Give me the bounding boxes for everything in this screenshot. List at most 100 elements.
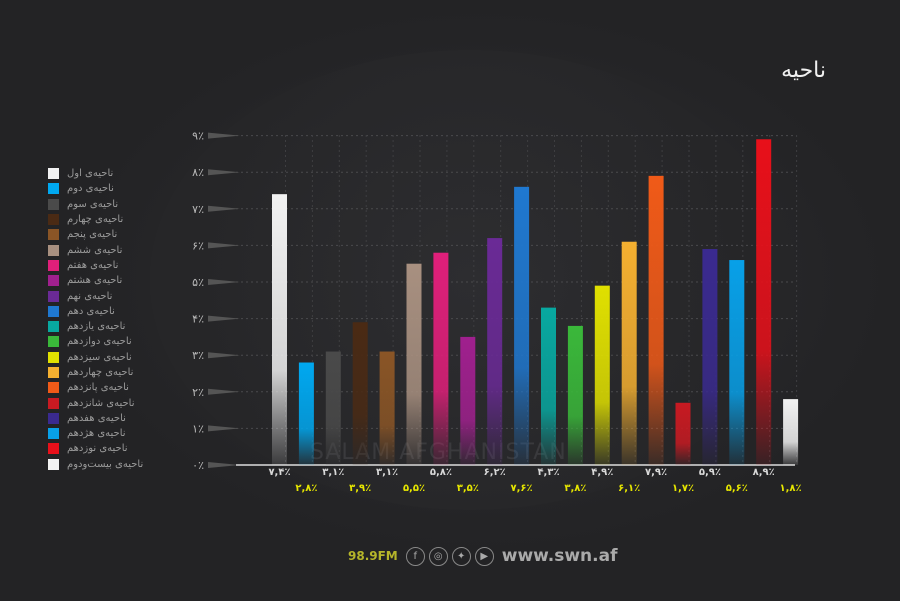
data-label: ۷,۹٪: [645, 467, 667, 478]
legend-swatch: [48, 458, 59, 470]
legend: ناحیه‌ی اول ناحیه‌ی دوم ناحیه‌ی سوم ناحیه‌ی…: [48, 166, 143, 472]
tick-arrow: [208, 425, 240, 432]
legend-swatch: [48, 397, 59, 409]
bar: [567, 325, 583, 465]
legend-label: ناحیه‌ی نهم: [67, 290, 113, 302]
legend-swatch: [48, 275, 59, 287]
bar: [541, 307, 556, 465]
bar: [406, 263, 422, 465]
legend-item: ناحیه‌ی شانزدهم: [48, 395, 143, 410]
y-tick-label: ۴٪: [192, 313, 204, 326]
legend-swatch: [48, 412, 59, 424]
legend-swatch: [48, 244, 59, 256]
legend-item: ناحیه‌ی یازدهم: [48, 319, 143, 334]
legend-item: ناحیه‌ی هفدهم: [48, 411, 143, 426]
data-label: ۵,۸٪: [430, 467, 452, 478]
y-tick-label: ۳٪: [192, 349, 204, 362]
bar: [514, 186, 530, 465]
bar: [648, 175, 664, 466]
legend-swatch: [48, 259, 59, 271]
legend-item: ناحیه‌ی چهارم: [48, 212, 143, 227]
data-label: ۷,۴٪: [268, 467, 290, 478]
legend-item: ناحیه‌ی دهم: [48, 304, 143, 319]
legend-label: ناحیه‌ی هفتم: [67, 259, 119, 271]
data-label: ۳,۱٪: [376, 467, 398, 478]
legend-swatch: [48, 214, 59, 226]
legend-swatch: [48, 321, 59, 333]
bar: [621, 241, 637, 465]
y-tick-label: ۰٪: [192, 459, 204, 472]
data-label: ۱,۷٪: [672, 483, 694, 494]
data-label: ۳,۵٪: [457, 483, 479, 494]
tick-arrow: [208, 242, 240, 249]
chart-title: ناحیه: [781, 58, 826, 83]
legend-swatch: [48, 229, 59, 241]
twitter-icon[interactable]: ✦: [451, 546, 471, 566]
legend-label: ناحیه‌ی پنجم: [67, 229, 118, 241]
legend-swatch: [48, 367, 59, 378]
website-url[interactable]: www.swn.af: [501, 546, 618, 566]
legend-item: ناحیه‌ی نوزدهم: [48, 441, 143, 456]
legend-swatch: [48, 168, 59, 180]
radio-frequency: 98.9FM: [348, 549, 398, 563]
data-label: ۴,۹٪: [591, 467, 613, 478]
y-tick-label: ۹٪: [192, 130, 204, 143]
legend-swatch: [48, 290, 59, 302]
legend-item: ناحیه‌ی سیزدهم: [48, 350, 143, 365]
legend-item: ناحیه‌ی هژدهم: [48, 426, 143, 441]
legend-item: ناحیه‌ی پنجم: [48, 227, 143, 242]
bar: [594, 285, 610, 465]
y-tick-label: ۲٪: [192, 386, 204, 399]
data-label: ۷,۶٪: [511, 483, 533, 494]
youtube-icon[interactable]: ▶: [474, 546, 494, 566]
tick-arrow: [208, 462, 240, 468]
legend-item: ناحیه‌ی سوم: [48, 197, 143, 212]
legend-item: ناحیه‌ی ششم: [48, 242, 143, 257]
legend-item: ناحیه‌ی پانزدهم: [48, 380, 143, 395]
legend-label: ناحیه‌ی چهارم: [67, 214, 124, 226]
data-label: ۸,۹٪: [753, 467, 775, 478]
legend-swatch: [48, 443, 59, 455]
legend-swatch: [48, 305, 59, 317]
data-label: ۶,۲٪: [484, 467, 506, 478]
tick-arrow: [208, 352, 240, 359]
bar: [702, 249, 718, 465]
instagram-icon[interactable]: ◎: [428, 546, 448, 566]
footer: 98.9FM f ◎ ✦ ▶ www.swn.af: [348, 546, 618, 566]
data-label: ۳,۱٪: [322, 467, 344, 478]
legend-label: ناحیه‌ی چهاردهم: [67, 367, 134, 378]
legend-label: ناحیه‌ی هژدهم: [67, 428, 126, 440]
legend-label: ناحیه‌ی پانزدهم: [67, 382, 129, 394]
legend-swatch: [48, 382, 59, 394]
legend-label: ناحیه‌ی دوازدهم: [67, 336, 132, 348]
y-tick-label: ۶٪: [192, 239, 204, 252]
data-label: ۴,۳٪: [537, 467, 559, 478]
legend-item: ناحیه‌ی چهاردهم: [48, 365, 143, 380]
bar: [433, 252, 449, 465]
legend-item: ناحیه‌ی هشتم: [48, 273, 143, 288]
legend-label: ناحیه‌ی ششم: [67, 244, 123, 256]
legend-swatch: [48, 183, 59, 195]
tick-arrow: [208, 279, 240, 285]
y-tick-label: ۵٪: [192, 276, 204, 289]
bar: [487, 238, 503, 465]
bar: [325, 351, 341, 465]
legend-item: ناحیه‌ی هفتم: [48, 258, 143, 273]
y-tick-label: ۷٪: [192, 203, 204, 216]
facebook-icon[interactable]: f: [405, 546, 425, 566]
bar: [352, 322, 368, 465]
tick-arrow: [208, 205, 240, 212]
legend-label: ناحیه‌ی سیزدهم: [67, 351, 132, 363]
bar: [298, 362, 314, 465]
bar: [379, 351, 395, 465]
y-tick-label: ۸٪: [192, 166, 204, 179]
bar: [675, 402, 691, 465]
data-label: ۵,۹٪: [699, 467, 721, 478]
data-label: ۱,۸٪: [780, 483, 802, 494]
tick-arrow: [208, 315, 240, 322]
data-label: ۶,۱٪: [618, 483, 640, 494]
legend-label: ناحیه‌ی اول: [67, 168, 114, 180]
bar: [783, 399, 799, 465]
tick-arrow: [208, 132, 240, 139]
